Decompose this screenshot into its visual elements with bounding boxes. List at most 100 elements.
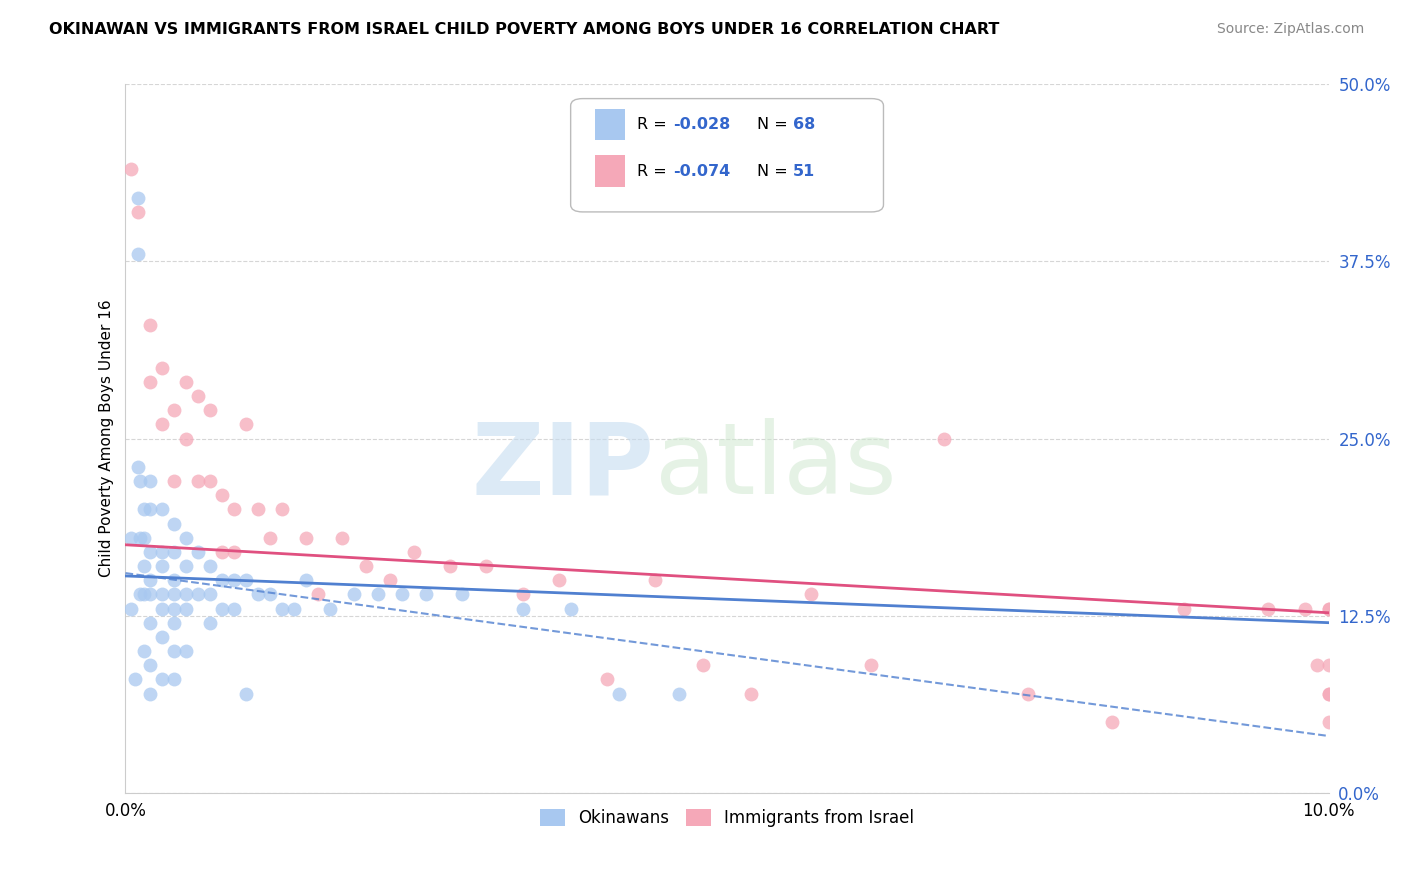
Point [138,474,160,488]
Point [187,474,209,488]
Point [222,601,245,615]
Text: atlas: atlas [655,418,897,516]
Point [198,403,221,417]
Point [138,587,160,601]
Point [187,587,209,601]
Point [121,601,143,615]
Point [607,686,630,700]
Point [692,658,714,673]
Text: Source: ZipAtlas.com: Source: ZipAtlas.com [1216,22,1364,37]
Point [475,559,498,574]
Text: R =: R = [637,163,672,178]
Point [174,587,197,601]
Text: N =: N = [758,117,793,132]
Point [380,573,402,587]
Point [162,601,184,615]
Point [235,417,257,432]
Point [222,573,245,587]
Point [391,587,413,601]
Point [121,531,143,545]
Point [1317,658,1340,673]
Point [512,587,534,601]
Point [1294,601,1316,615]
Point [138,545,160,559]
Point [187,545,209,559]
Point [162,673,184,687]
Point [367,587,389,601]
Point [235,686,257,700]
Point [246,502,269,516]
Point [235,573,257,587]
Point [150,601,173,615]
Point [560,601,582,615]
Point [1305,658,1327,673]
Point [138,502,160,516]
Point [150,545,173,559]
Point [1101,714,1123,729]
Point [211,601,233,615]
Point [150,673,173,687]
Point [270,502,292,516]
Point [198,587,221,601]
Point [162,644,184,658]
Point [127,247,149,261]
Point [132,502,155,516]
Point [295,573,318,587]
Y-axis label: Child Poverty Among Boys Under 16: Child Poverty Among Boys Under 16 [100,300,114,577]
Point [1317,686,1340,700]
Point [211,488,233,502]
Point [547,573,569,587]
Legend: Okinawans, Immigrants from Israel: Okinawans, Immigrants from Israel [533,803,921,834]
Point [162,403,184,417]
Point [138,573,160,587]
Point [132,559,155,574]
Point [330,531,353,545]
Point [162,587,184,601]
Point [512,601,534,615]
Point [127,459,149,474]
Point [1317,601,1340,615]
Point [211,545,233,559]
Point [259,531,281,545]
Point [283,601,305,615]
Point [259,587,281,601]
Text: ZIP: ZIP [472,418,655,516]
Text: R =: R = [637,117,672,132]
Point [138,658,160,673]
Point [132,587,155,601]
Point [129,474,152,488]
Point [174,375,197,389]
Point [138,615,160,630]
Point [162,516,184,531]
Point [1257,601,1279,615]
Point [246,587,269,601]
Point [150,559,173,574]
Point [343,587,366,601]
Point [415,587,437,601]
Point [138,318,160,333]
Point [740,686,762,700]
Point [198,615,221,630]
Point [150,587,173,601]
Point [162,545,184,559]
Point [129,587,152,601]
Point [121,162,143,177]
Point [270,601,292,615]
Point [150,360,173,375]
Point [1317,686,1340,700]
Point [127,205,149,219]
Point [132,644,155,658]
Point [1173,601,1195,615]
Text: N =: N = [758,163,793,178]
Point [174,432,197,446]
Point [187,389,209,403]
Point [150,417,173,432]
Point [138,375,160,389]
Point [162,474,184,488]
Point [860,658,883,673]
Point [800,587,823,601]
Point [404,545,426,559]
Point [174,559,197,574]
Point [198,559,221,574]
Text: -0.028: -0.028 [673,117,730,132]
